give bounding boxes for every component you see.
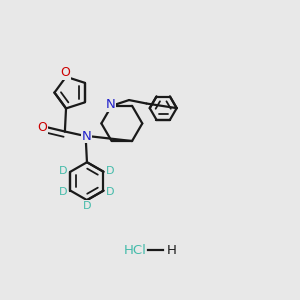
Text: N: N	[82, 130, 92, 142]
Text: HCl: HCl	[124, 244, 147, 257]
Text: D: D	[106, 166, 115, 176]
Text: D: D	[59, 166, 68, 176]
Text: D: D	[59, 188, 68, 197]
Text: O: O	[38, 121, 47, 134]
Text: H: H	[166, 244, 176, 257]
Text: N: N	[106, 98, 115, 111]
Text: O: O	[60, 66, 70, 79]
Text: D: D	[83, 201, 91, 211]
Text: D: D	[106, 188, 115, 197]
